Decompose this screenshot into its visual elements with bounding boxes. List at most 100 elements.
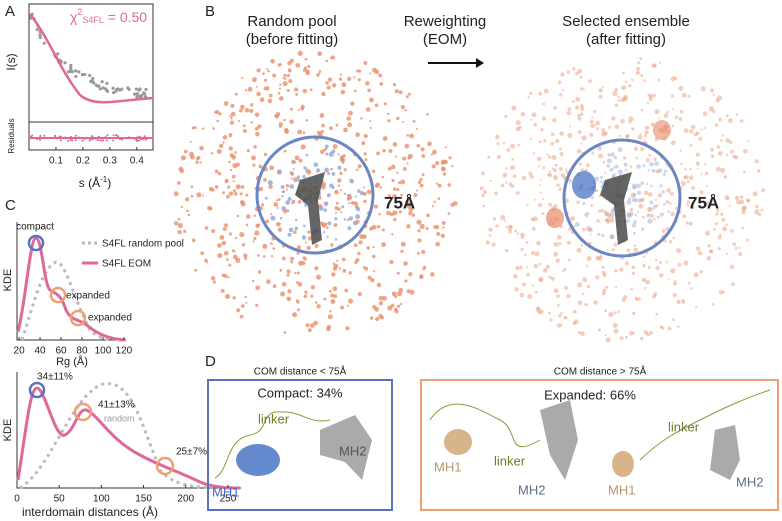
ensemble-dot [297, 129, 303, 135]
ensemble-dot [662, 172, 666, 176]
ensemble-dot [297, 50, 303, 56]
ensemble-dot [275, 222, 281, 227]
ensemble-dot [528, 171, 533, 176]
ensemble-dot [251, 155, 256, 161]
ensemble-dot [240, 200, 245, 205]
ensemble-dot [417, 229, 421, 233]
ensemble-dot [255, 303, 259, 307]
ensemble-dot [210, 187, 215, 192]
ensemble-dot [337, 178, 342, 183]
ensemble-dot [293, 199, 296, 202]
ensemble-dot [349, 178, 354, 183]
ensemble-dot [290, 256, 295, 261]
ensemble-dot [648, 153, 652, 157]
ensemble-dot [713, 227, 716, 231]
ensemble-dot [731, 282, 735, 287]
ensemble-dot [363, 186, 366, 189]
ensemble-dot [400, 249, 404, 253]
box [420, 379, 779, 511]
ensemble-dot [245, 223, 249, 227]
ensemble-dot [707, 244, 711, 248]
ensemble-dot [650, 184, 653, 187]
ensemble-dot [651, 169, 656, 173]
ensemble-dot [261, 203, 265, 207]
residual-point [43, 134, 46, 137]
ensemble-dot [511, 158, 514, 161]
ensemble-dot [326, 193, 331, 198]
ensemble-dot [338, 77, 343, 81]
ensemble-dot [448, 156, 452, 160]
ensemble-dot [394, 155, 397, 158]
ensemble-dot [373, 204, 378, 209]
ensemble-dot [277, 227, 283, 232]
ensemble-dot [288, 79, 293, 84]
ensemble-dot [316, 304, 321, 309]
residual-point [112, 134, 115, 137]
ensemble-dot [347, 76, 352, 81]
ensemble-dot [305, 153, 309, 157]
ensemble-dot [658, 61, 661, 64]
ensemble-dot [363, 152, 367, 156]
ensemble-dot [434, 224, 440, 230]
fit-curve [29, 13, 154, 104]
ensemble-dot [512, 273, 518, 279]
ensemble-dot [567, 107, 572, 111]
ensemble-dot [285, 200, 291, 205]
ensemble-dot [637, 134, 643, 140]
ensemble-dot [177, 222, 183, 229]
ensemble-dot [232, 254, 238, 260]
ensemble-dot [406, 162, 409, 165]
ensemble-dot [568, 178, 573, 183]
ensemble-dot [740, 195, 744, 199]
ensemble-dot [700, 173, 703, 176]
ensemble-dot [632, 183, 638, 189]
ensemble-dot [584, 212, 589, 218]
ensemble-dot [529, 137, 533, 140]
ensemble-dot [304, 57, 308, 61]
data-point [83, 72, 87, 77]
ensemble-dot [503, 219, 506, 222]
ensemble-dot [639, 57, 643, 61]
ensemble-dot [435, 241, 440, 247]
ensemble-dot [606, 158, 612, 164]
ensemble-dot [533, 122, 538, 127]
ensemble-dot [247, 86, 253, 92]
ensemble-dot [338, 267, 341, 270]
ensemble-dot [268, 184, 273, 189]
ensemble-dot [611, 116, 616, 121]
ensemble-dot [530, 250, 535, 256]
ensemble-dot [387, 194, 391, 198]
ensemble-dot [728, 118, 733, 123]
ensemble-dot [307, 64, 311, 69]
data-point [135, 95, 139, 99]
ensemble-dot [335, 201, 339, 205]
ensemble-dot [421, 154, 426, 158]
ensemble-dot [202, 194, 205, 197]
random-curve [19, 382, 241, 490]
ensemble-dot [651, 63, 656, 68]
ensemble-dot [659, 184, 663, 188]
ensemble-dot [227, 276, 230, 279]
ensemble-dot [421, 173, 425, 177]
ensemble-dot [386, 210, 391, 216]
ensemble-dot [659, 260, 662, 264]
ensemble-dot [579, 75, 583, 79]
ensemble-dot [608, 125, 611, 129]
ensemble-dot [580, 331, 585, 336]
ensemble-dot [650, 122, 655, 127]
ensemble-dot [646, 213, 650, 218]
ensemble-dot [230, 103, 235, 108]
ensemble-dot [400, 193, 404, 197]
ensemble-dot [636, 211, 639, 214]
ensemble-dot [577, 300, 583, 306]
ensemble-dot [331, 171, 336, 176]
ensemble-dot [417, 180, 422, 185]
ensemble-dot [594, 189, 599, 193]
ensemble-dot [324, 222, 328, 226]
ensemble-dot [519, 292, 525, 298]
ensemble-dot [426, 213, 430, 218]
ensemble-dot [488, 227, 493, 232]
ensemble-dot [369, 316, 374, 320]
ensemble-dot [313, 162, 319, 167]
ensemble-dot [314, 243, 319, 248]
